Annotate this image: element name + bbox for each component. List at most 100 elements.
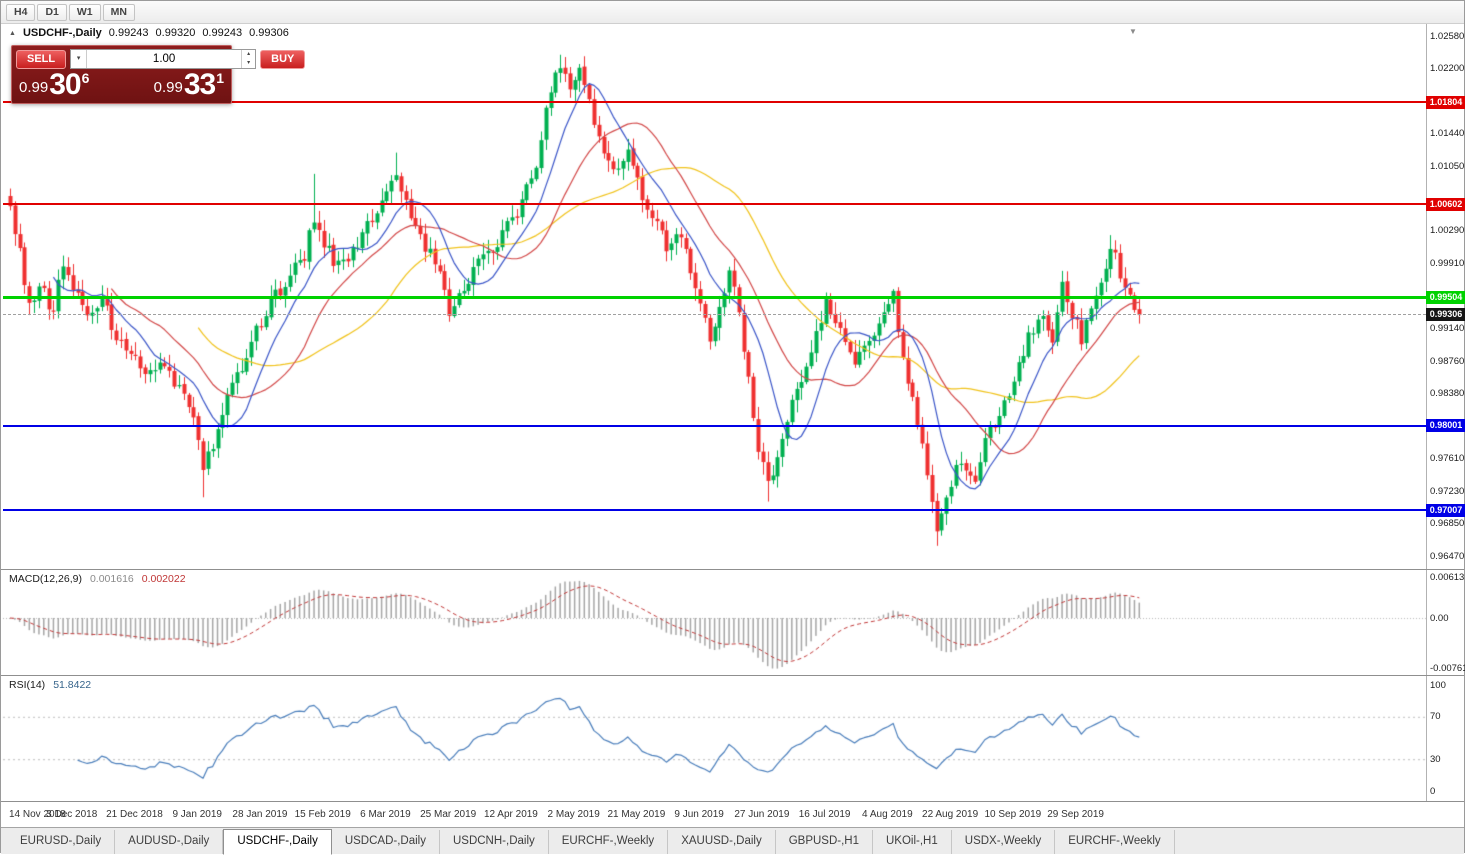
macd-axis-label: 0.00 — [1430, 612, 1449, 624]
chart-expand-icon[interactable]: ▲ — [9, 29, 16, 37]
chart-tab-eurchfweekly[interactable]: EURCHF-,Weekly — [1055, 830, 1175, 854]
time-axis-label: 29 Sep 2019 — [1047, 809, 1104, 820]
chart-tab-usdxweekly[interactable]: USDX-,Weekly — [952, 830, 1056, 854]
price-axis-tick: 0.96850 — [1430, 518, 1465, 530]
support-line-upper-badge: 0.98001 — [1426, 419, 1465, 433]
time-axis-label: 4 Aug 2019 — [862, 809, 913, 820]
time-axis-label: 27 Jun 2019 — [734, 809, 790, 820]
time-axis-label: 21 May 2019 — [607, 809, 666, 820]
time-axis-label: 12 Apr 2019 — [483, 809, 538, 820]
macd-name: MACD(12,26,9) — [9, 573, 82, 585]
timeframe-toolbar: H4 D1 W1 MN — [1, 1, 1464, 24]
price-axis-tick: 0.97610 — [1430, 453, 1465, 465]
pivot-line-green[interactable] — [3, 296, 1426, 300]
ohlc-close: 0.99306 — [249, 27, 289, 39]
chart-tab-usdcnhdaily[interactable]: USDCNH-,Daily — [440, 830, 549, 854]
pivot-line-green-badge: 0.99504 — [1426, 291, 1465, 305]
timeframe-button-mn[interactable]: MN — [102, 3, 135, 21]
buy-button[interactable]: BUY — [260, 49, 306, 69]
time-axis-label: 21 Dec 2018 — [106, 809, 163, 820]
support-line-lower-badge: 0.97007 — [1426, 503, 1465, 517]
rsi-name: RSI(14) — [9, 679, 46, 691]
price-axis-tick: 1.02580 — [1430, 30, 1465, 42]
ohlc-high: 0.99320 — [155, 27, 196, 39]
sell-price-point: 6 — [81, 70, 90, 86]
price-axis-tick: 1.02200 — [1430, 62, 1465, 74]
macd-axis-label: -0.00761 — [1430, 663, 1465, 674]
chart-window: ▲ USDCHF-,Daily 0.99243 0.99320 0.99243 … — [1, 23, 1465, 827]
chart-tabs-bar: EURUSD-,Daily AUDUSD-,Daily USDCHF-,Daily U… — [1, 827, 1464, 855]
chart-title: ▲ USDCHF-,Daily 0.99243 0.99320 0.99243 … — [9, 27, 289, 39]
price-axis-tick: 0.98380 — [1430, 387, 1465, 399]
macd-main-value: 0.001616 — [89, 573, 134, 585]
macd-signal-value: 0.002022 — [141, 573, 186, 585]
sell-price-display[interactable]: 0.99 30 6 — [19, 68, 90, 102]
resistance-line-lower[interactable] — [3, 203, 1426, 206]
one-click-price-row: 0.99 30 6 0.99 33 1 — [12, 68, 231, 103]
sell-price-pips: 30 — [49, 68, 81, 102]
chart-tab-xauusddaily[interactable]: XAUUSD-,Daily — [668, 830, 776, 854]
resistance-line-upper[interactable] — [3, 101, 1426, 104]
time-axis-label: 15 Feb 2019 — [294, 809, 351, 820]
chart-tab-audusddaily[interactable]: AUDUSD-,Daily — [115, 830, 224, 854]
time-axis-label: 14 Nov 2018 — [9, 809, 66, 820]
time-axis-label: 9 Jan 2019 — [172, 809, 222, 820]
rsi-indicator-label: RSI(14) 51.8422 — [9, 679, 91, 691]
chart-shift-marker[interactable]: ▼ — [1129, 27, 1137, 36]
buy-price-point: 1 — [216, 70, 224, 86]
buy-price-display[interactable]: 0.99 33 1 — [153, 68, 224, 102]
price-axis-tick: 0.97230 — [1430, 485, 1465, 497]
macd-axis-label: 0.00613 — [1430, 572, 1465, 583]
time-axis-label: 10 Sep 2019 — [984, 809, 1042, 820]
last-price-line — [3, 314, 1426, 316]
price-axis-tick: 1.01440 — [1430, 127, 1465, 139]
timeframe-button-d1[interactable]: D1 — [37, 3, 67, 21]
chart-tab-usdcaddaily[interactable]: USDCAD-,Daily — [332, 830, 440, 854]
time-axis-label: 25 Mar 2019 — [420, 809, 477, 820]
chart-tab-eurusddaily[interactable]: EURUSD-,Daily — [7, 830, 116, 854]
buy-price-pips: 33 — [183, 68, 216, 102]
ohlc-low: 0.99243 — [202, 27, 243, 39]
volume-input[interactable] — [87, 50, 242, 68]
time-axis-label: 9 Jun 2019 — [674, 809, 724, 820]
volume-dropdown-icon[interactable]: ▾ — [71, 50, 88, 68]
last-price-badge: 0.99306 — [1426, 308, 1465, 322]
resistance-line-lower-badge: 1.00602 — [1426, 197, 1465, 211]
sell-price-main: 0.99 — [19, 79, 49, 96]
time-axis-label: 16 Jul 2019 — [798, 809, 851, 820]
chart-tab-ukoilh1[interactable]: UKOil-,H1 — [873, 830, 952, 854]
volume-control: ▾ ▴ ▾ — [70, 49, 257, 69]
chart-tab-usdchfdaily[interactable]: USDCHF-,Daily — [223, 829, 332, 855]
chart-tab-eurchfweekly[interactable]: EURCHF-,Weekly — [549, 830, 669, 854]
rsi-value: 51.8422 — [53, 679, 92, 691]
chart-symbol-label: USDCHF-,Daily — [22, 27, 102, 39]
price-axis-tick: 1.00290 — [1430, 225, 1465, 237]
panel-separator-rsi[interactable] — [1, 675, 1464, 676]
time-axis-label: 22 Aug 2019 — [922, 809, 979, 820]
one-click-trading-panel: SELL ▾ ▴ ▾ BUY 0.99 30 6 0 — [11, 45, 306, 104]
time-axis-label: 6 Mar 2019 — [360, 809, 411, 820]
panel-separator-time-axis[interactable] — [1, 801, 1464, 802]
price-axis-tick: 0.99910 — [1430, 257, 1465, 269]
volume-down-icon[interactable]: ▾ — [247, 60, 251, 66]
chart-tab-gbpusdh1[interactable]: GBPUSD-,H1 — [776, 830, 873, 854]
ohlc-open: 0.99243 — [108, 27, 149, 39]
volume-up-icon[interactable]: ▴ — [247, 51, 251, 57]
price-axis-tick: 1.01050 — [1430, 160, 1465, 172]
timeframe-button-h4[interactable]: H4 — [6, 3, 36, 21]
panel-separator-macd[interactable] — [1, 569, 1464, 570]
price-axis-tick: 0.99140 — [1430, 323, 1465, 335]
support-line-lower[interactable] — [3, 509, 1426, 512]
resistance-line-upper-badge: 1.01804 — [1426, 95, 1465, 109]
rsi-axis-label: 30 — [1430, 753, 1441, 765]
rsi-axis-label: 0 — [1430, 785, 1436, 797]
time-axis-label: 2 May 2019 — [547, 809, 600, 820]
buy-price-main: 0.99 — [153, 79, 183, 96]
timeframe-button-w1[interactable]: W1 — [68, 3, 101, 21]
volume-spinner: ▴ ▾ — [241, 50, 255, 68]
price-axis-border — [1426, 23, 1427, 801]
sell-button[interactable]: SELL — [16, 49, 67, 69]
rsi-axis-label: 100 — [1430, 679, 1446, 691]
support-line-upper[interactable] — [3, 424, 1426, 427]
